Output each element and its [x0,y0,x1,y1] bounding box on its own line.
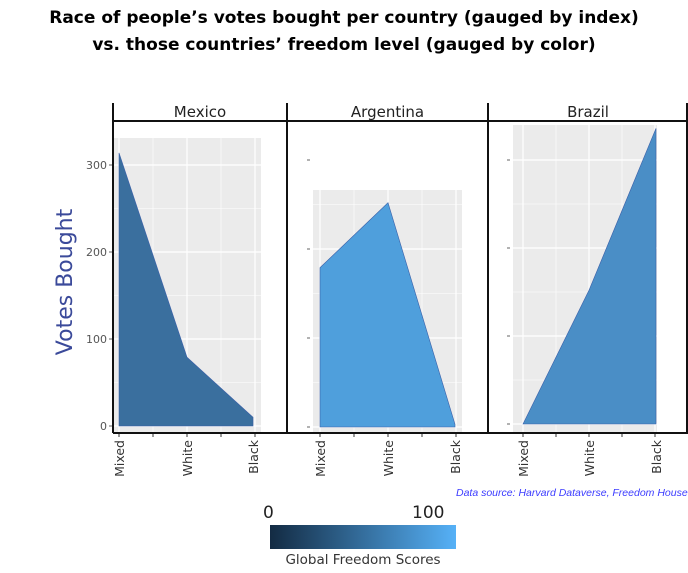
panel-label-brazil: Brazil [567,103,609,121]
x-tick-label: Black [448,439,463,474]
data-source: Data source: Harvard Dataverse, Freedom … [456,487,688,499]
legend-max-label: 100 [412,503,445,523]
x-tick-label: Mixed [313,440,328,477]
legend-title: Global Freedom Scores [285,552,441,568]
panel-label-argentina: Argentina [351,103,424,121]
chart-title: Race of people’s votes bought per countr… [49,8,639,28]
color-legend-bar [270,525,456,549]
area-argentina [319,202,456,428]
x-tick-label: White [381,440,396,477]
x-tick-label: Black [649,439,664,474]
x-tick-label: White [180,440,195,477]
x-tick-label: White [582,440,597,477]
y-axis-label: Votes Bought [53,208,78,355]
x-tick-label: Mixed [112,440,127,477]
panel-label-mexico: Mexico [174,103,226,121]
y-tick-label: 200 [86,246,107,259]
y-tick-label: 0 [100,420,107,433]
area-brazil [522,128,657,425]
y-tick-label: 100 [86,333,107,346]
x-tick-label: Black [246,439,261,474]
y-tick-label: 300 [86,159,107,172]
x-tick-label: Mixed [516,440,531,477]
chart-subtitle: vs. those countries’ freedom level (gaug… [92,35,596,55]
legend-min-label: 0 [263,503,274,523]
area-mexico [118,152,254,427]
